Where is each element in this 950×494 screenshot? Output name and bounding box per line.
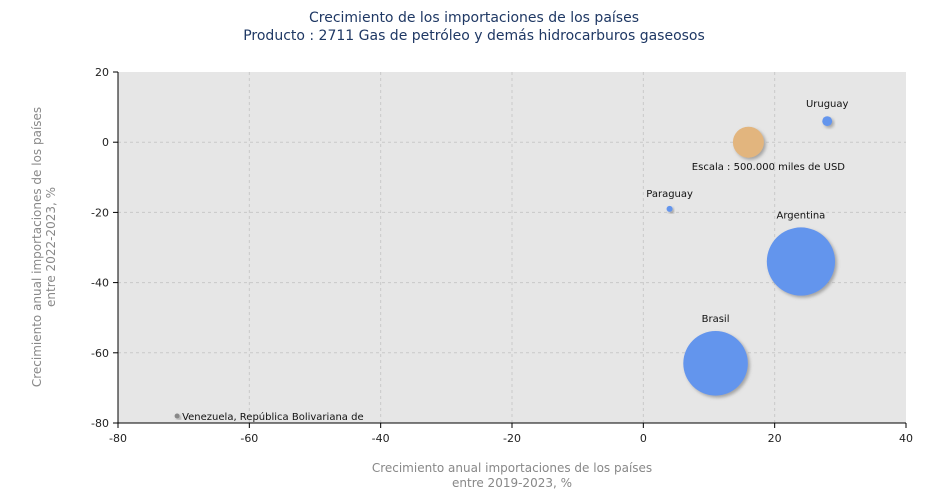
x-tick-label: -20: [503, 432, 521, 445]
y-axis-title-line2: entre 2022-2023, %: [44, 187, 58, 307]
bubble-label: Uruguay: [806, 99, 849, 110]
x-axis-title-line2: entre 2019-2023, %: [452, 476, 572, 490]
x-tick-label: -40: [372, 432, 390, 445]
scale-label: Escala : 500.000 miles de USD: [692, 162, 846, 173]
y-tick-label: 20: [95, 66, 109, 79]
y-tick-label: 0: [102, 136, 109, 149]
y-tick-label: -80: [91, 417, 109, 430]
bubble-point: [666, 205, 673, 212]
bubble-point: [174, 413, 180, 419]
chart-title: Crecimiento de los importaciones de los …: [309, 10, 639, 26]
bubble-label: Argentina: [777, 210, 826, 221]
y-tick-label: -20: [91, 206, 109, 219]
chart-subtitle: Producto : 2711 Gas de petróleo y demás …: [243, 28, 705, 44]
bubble-label: Brasil: [702, 314, 730, 325]
bubble-point: [822, 116, 833, 127]
y-tick-label: -60: [91, 347, 109, 360]
scale-bubble: [732, 126, 764, 158]
bubble-point: [766, 227, 836, 296]
y-tick-label: -40: [91, 277, 109, 290]
x-tick-label: 20: [768, 432, 782, 445]
bubble-point: [683, 331, 748, 396]
x-tick-label: 40: [899, 432, 913, 445]
x-tick-label: -60: [240, 432, 258, 445]
x-tick-label: 0: [640, 432, 647, 445]
plot-area: -80 -60 -40 -20 0 20 40 20 0 -20 -40 -60 -80 Escala :…: [91, 66, 913, 445]
bubble-label: Paraguay: [646, 189, 693, 200]
bubble-label: Venezuela, República Bolivariana de: [182, 411, 364, 423]
x-axis-title-line1: Crecimiento anual importaciones de los p…: [372, 461, 652, 475]
x-tick-label: -80: [109, 432, 127, 445]
y-axis-title-line1: Crecimiento anual importaciones de los p…: [30, 107, 44, 387]
